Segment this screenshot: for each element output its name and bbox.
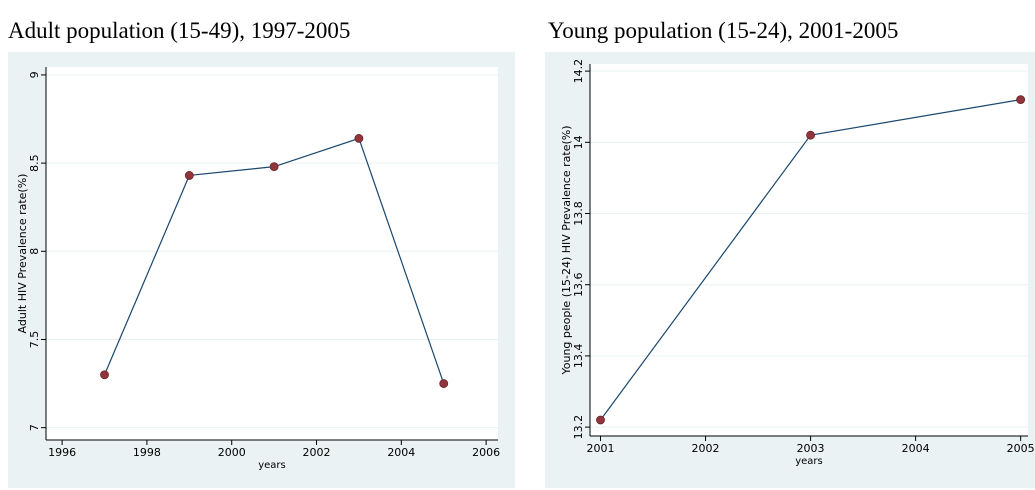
y-tick-label: 8 bbox=[28, 248, 41, 255]
marker bbox=[269, 162, 279, 172]
marker bbox=[1016, 95, 1026, 104]
x-tick-label: 2000 bbox=[218, 446, 246, 459]
x-tick-label: 2004 bbox=[387, 446, 415, 459]
y-tick-label: 13.8 bbox=[572, 201, 585, 226]
y-tick-label: 9 bbox=[28, 71, 41, 78]
y-tick-label: 13.2 bbox=[572, 415, 585, 440]
y-axis-title: Young people (15-24) HIV Prevalence rate… bbox=[560, 126, 573, 376]
y-tick-label: 7.5 bbox=[28, 331, 41, 349]
x-tick-label: 2006 bbox=[472, 446, 500, 459]
y-tick-label: 13.6 bbox=[572, 272, 585, 297]
y-tick-label: 14 bbox=[572, 135, 585, 149]
marker bbox=[596, 415, 605, 425]
marker bbox=[184, 171, 194, 180]
chart-title: Young population (15-24), 2001-2005 bbox=[548, 18, 898, 43]
x-tick-label: 2005 bbox=[1007, 442, 1035, 455]
chart-title: Adult population (15-49), 1997-2005 bbox=[8, 18, 350, 43]
y-tick-label: 13.4 bbox=[572, 344, 585, 369]
x-axis-title: years bbox=[258, 460, 286, 471]
x-tick-label: 2002 bbox=[692, 442, 720, 455]
x-tick-label: 2003 bbox=[797, 442, 825, 455]
marker bbox=[100, 370, 109, 380]
x-tick-label: 1998 bbox=[133, 446, 161, 459]
plot-area bbox=[46, 67, 498, 440]
x-tick-label: 1996 bbox=[48, 446, 76, 459]
x-tick-label: 2001 bbox=[587, 442, 615, 455]
marker bbox=[354, 134, 364, 143]
y-tick-label: 14.2 bbox=[572, 59, 585, 84]
x-tick-label: 2004 bbox=[902, 442, 930, 455]
plot-area bbox=[590, 64, 1028, 436]
marker bbox=[439, 379, 449, 388]
y-axis-title: Adult HIV Prevalence rate(%) bbox=[16, 174, 29, 334]
y-tick-label: 8.5 bbox=[28, 154, 41, 172]
y-tick-label: 7 bbox=[28, 424, 41, 431]
x-tick-label: 2002 bbox=[303, 446, 331, 459]
x-axis-title: years bbox=[795, 456, 823, 467]
marker bbox=[806, 130, 815, 140]
